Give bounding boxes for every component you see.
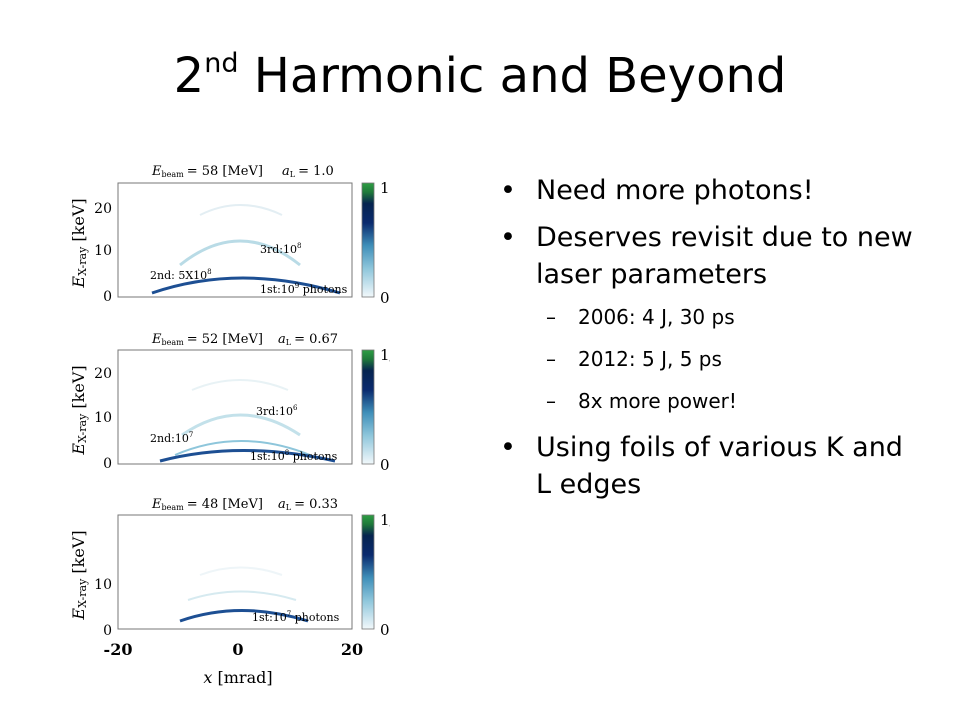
laser-strength-label: aL = 1.0: [282, 164, 334, 179]
harmonic-curve-2nd: [174, 440, 311, 456]
annotation-1st: 1st:107 photons: [252, 610, 340, 624]
sub-bullet-item: –2006: 4 J, 30 ps: [546, 305, 735, 329]
colorbar-bottom-label: 0: [380, 456, 390, 474]
colorbar: [361, 349, 375, 465]
harmonics-figure: Ebeam = 58 [MeV] aL = 1.0 20 10 0 3rd:108 …: [69, 164, 390, 687]
colorbar-top-label: 1: [380, 179, 390, 197]
bullet-list: • Need more photons! • Deserves revisit du…: [500, 172, 920, 513]
y-tick: 0: [103, 456, 112, 472]
x-tick: 0: [232, 640, 243, 659]
beam-energy-label: Ebeam = 52 [MeV]: [151, 332, 263, 347]
y-axis-label: EX-ray [keV]: [69, 530, 89, 620]
y-tick: 0: [103, 623, 112, 639]
y-tick: 10: [94, 577, 112, 593]
panel-1: Ebeam = 58 [MeV] aL = 1.0 20 10 0 3rd:108 …: [69, 164, 390, 307]
y-tick: 20: [94, 366, 112, 382]
harmonic-curve-2nd: [187, 590, 297, 601]
annotation-3rd: 3rd:108: [260, 242, 301, 256]
harmonic-curve-3rd: [199, 566, 283, 576]
laser-strength-label: aL = 0.67: [278, 332, 338, 347]
annotation-1st: 1st:108 photons: [250, 449, 338, 463]
panel-3: Ebeam = 48 [MeV] aL = 0.33 10 0 1st:107 ph…: [69, 497, 390, 639]
harmonic-curve-4th: [199, 204, 283, 216]
harmonic-curve-1st: [179, 609, 309, 623]
bullet-item: • Using foils of various K and L edges: [500, 432, 903, 500]
colorbar-top-label: 1/5: [380, 346, 390, 364]
annotation-2nd: 2nd: 5X108: [150, 268, 212, 282]
sub-bullet-item: –2012: 5 J, 5 ps: [546, 347, 722, 371]
colorbar-top-label: 1/20: [380, 511, 390, 529]
bullet-item: • Deserves revisit due to new laser param…: [500, 222, 913, 290]
y-axis-label: EX-ray [keV]: [69, 365, 89, 455]
laser-strength-label: aL = 0.33: [278, 497, 338, 512]
annotation-3rd: 3rd:106: [256, 404, 298, 418]
x-tick: -20: [104, 640, 133, 659]
y-tick: 10: [94, 243, 112, 259]
sub-bullet-item: –8x more power!: [546, 389, 737, 413]
colorbar: [361, 182, 375, 298]
panel-2: Ebeam = 52 [MeV] aL = 0.67 20 10 0 3rd:106…: [69, 332, 390, 474]
slide-title: 2nd Harmonic and Beyond: [173, 48, 787, 104]
bullet-item: • Need more photons!: [500, 175, 814, 206]
harmonic-curve-3rd: [181, 413, 301, 437]
harmonic-curve-1st: [159, 449, 336, 463]
colorbar: [361, 514, 375, 630]
annotation-1st: 1st:109 photons: [260, 282, 348, 296]
plot-frame: [117, 349, 353, 465]
annotation-2nd: 2nd:107: [150, 431, 193, 445]
colorbar-bottom-label: 0: [380, 289, 390, 307]
beam-energy-label: Ebeam = 58 [MeV]: [151, 164, 263, 179]
harmonic-curve-1st: [151, 276, 341, 295]
y-tick: 20: [94, 201, 112, 217]
x-tick: 20: [341, 640, 363, 659]
harmonic-curve-3rd: [179, 239, 301, 267]
y-axis-label: EX-ray [keV]: [69, 198, 89, 288]
harmonic-curve-4th: [191, 379, 289, 391]
y-tick: 10: [94, 410, 112, 426]
y-tick: 0: [103, 289, 112, 305]
colorbar-bottom-label: 0: [380, 621, 390, 639]
x-axis-label: x [mrad]: [203, 668, 272, 687]
beam-energy-label: Ebeam = 48 [MeV]: [151, 497, 263, 512]
